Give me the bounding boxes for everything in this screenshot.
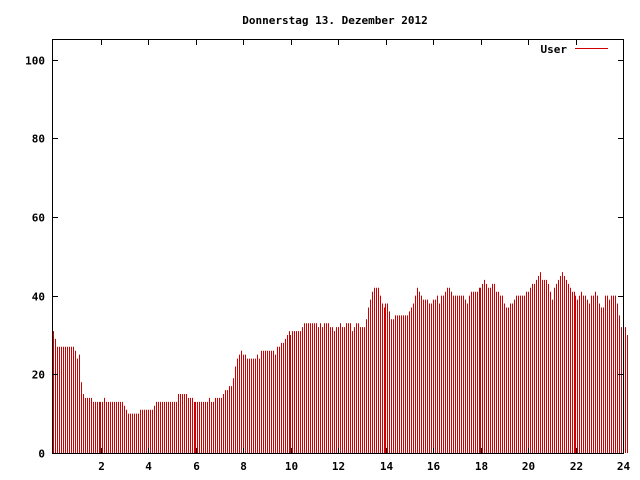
y-tick-label: 80 — [32, 133, 45, 146]
x-tick-label: 2 — [98, 460, 105, 473]
legend-label-user: User — [541, 43, 568, 56]
x-tick-label: 10 — [285, 460, 298, 473]
x-tick-label: 6 — [193, 460, 200, 473]
y-tick-label: 0 — [38, 448, 45, 461]
x-axis: 2 4 6 8 10 12 14 16 18 20 22 24 — [98, 40, 630, 473]
y-tick-label: 20 — [32, 369, 45, 382]
x-tick-label: 8 — [240, 460, 247, 473]
x-tick-label: 24 — [617, 460, 631, 473]
x-tick-label: 18 — [475, 460, 488, 473]
y-axis: 0 20 40 60 80 100 — [25, 55, 623, 461]
x-tick-label: 20 — [522, 460, 535, 473]
chart-title: Donnerstag 13. Dezember 2012 — [242, 14, 427, 27]
legend: User — [541, 43, 608, 56]
x-tick-label: 4 — [145, 460, 152, 473]
x-tick-label: 22 — [570, 460, 583, 473]
x-tick-label: 16 — [427, 460, 441, 473]
series-bars — [53, 272, 628, 453]
plot-frame — [52, 39, 624, 454]
y-tick-label: 40 — [32, 291, 45, 304]
y-tick-label: 60 — [32, 212, 45, 225]
x-tick-label: 12 — [332, 460, 345, 473]
x-tick-label: 14 — [380, 460, 394, 473]
y-tick-label: 100 — [25, 55, 45, 68]
